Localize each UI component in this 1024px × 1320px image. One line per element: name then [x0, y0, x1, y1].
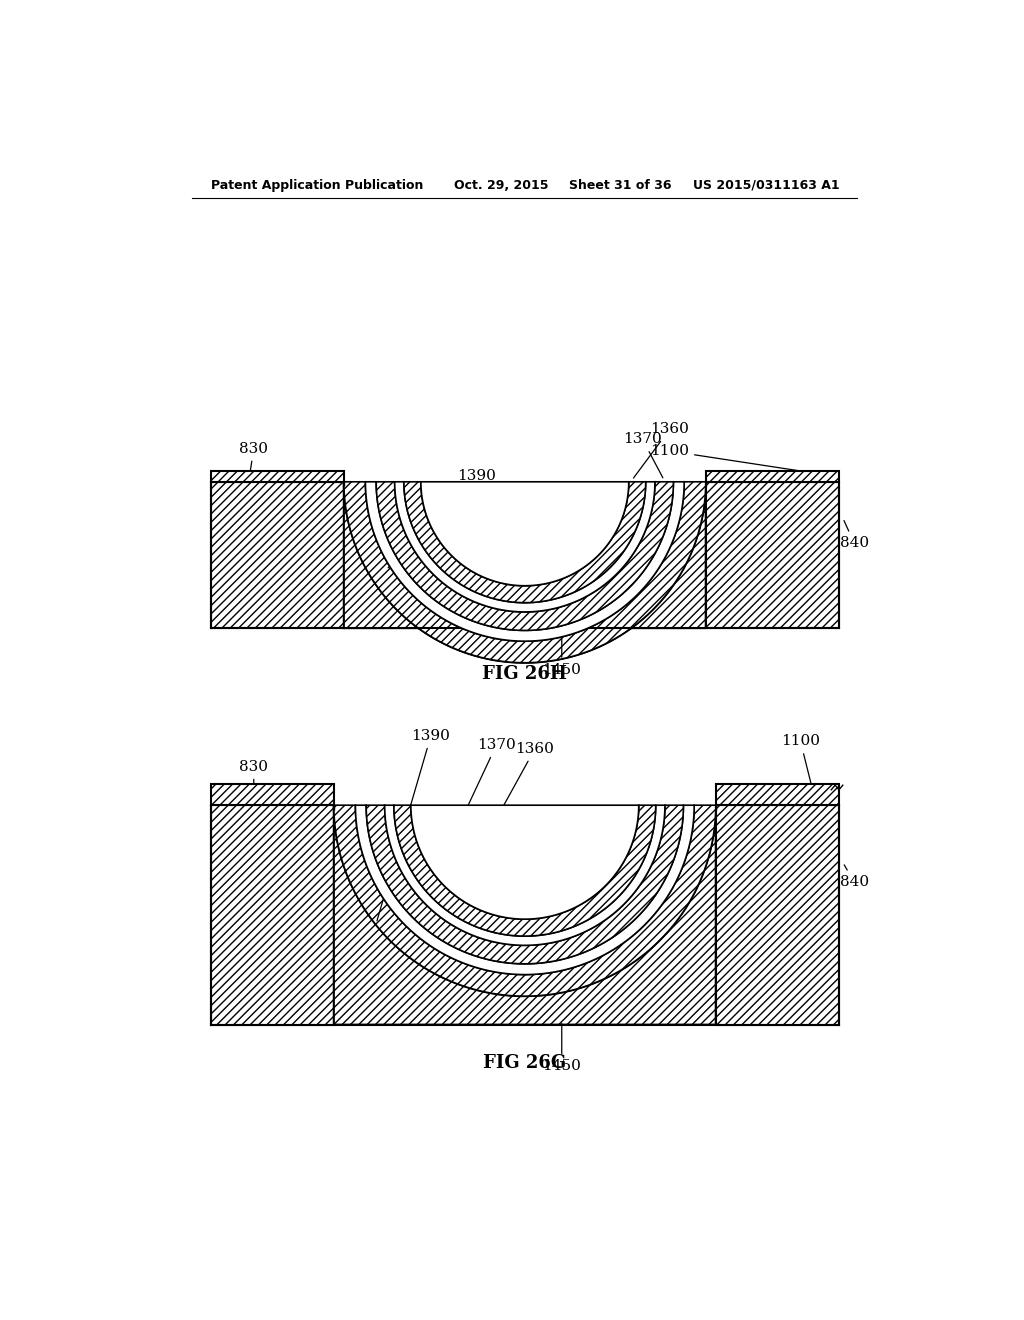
Text: 1390: 1390 — [388, 469, 497, 568]
Polygon shape — [403, 482, 646, 603]
Polygon shape — [411, 805, 639, 919]
Polygon shape — [706, 471, 839, 482]
Polygon shape — [394, 482, 655, 612]
Text: 1360: 1360 — [457, 742, 554, 891]
Text: 830: 830 — [240, 760, 268, 784]
Polygon shape — [334, 805, 716, 1024]
Polygon shape — [344, 482, 706, 663]
Polygon shape — [366, 482, 684, 642]
Text: 1360: 1360 — [634, 422, 689, 478]
Text: 840: 840 — [840, 865, 869, 890]
Text: 1390: 1390 — [377, 729, 451, 921]
Polygon shape — [706, 482, 839, 628]
Polygon shape — [211, 784, 334, 805]
Text: FIG 26H: FIG 26H — [482, 665, 567, 684]
Polygon shape — [211, 482, 344, 628]
Polygon shape — [421, 482, 629, 586]
Text: Sheet 31 of 36: Sheet 31 of 36 — [569, 178, 672, 191]
Text: FIG 26G: FIG 26G — [483, 1055, 566, 1072]
Text: 1100: 1100 — [650, 444, 813, 473]
Polygon shape — [211, 805, 334, 1024]
Polygon shape — [367, 805, 683, 964]
Text: 1100: 1100 — [781, 734, 820, 785]
Polygon shape — [344, 482, 706, 663]
Polygon shape — [385, 805, 665, 945]
Polygon shape — [376, 482, 674, 631]
Text: 830: 830 — [240, 442, 268, 471]
Text: 1370: 1370 — [421, 738, 516, 906]
Text: 1450: 1450 — [543, 1023, 582, 1073]
Text: US 2015/0311163 A1: US 2015/0311163 A1 — [692, 178, 840, 191]
Polygon shape — [355, 805, 694, 974]
Text: 840: 840 — [840, 520, 869, 550]
Polygon shape — [716, 805, 839, 1024]
Text: Patent Application Publication: Patent Application Publication — [211, 178, 424, 191]
Text: Oct. 29, 2015: Oct. 29, 2015 — [454, 178, 549, 191]
Text: 1450: 1450 — [543, 627, 582, 677]
Polygon shape — [716, 784, 839, 805]
Text: 1370: 1370 — [624, 433, 663, 478]
Polygon shape — [334, 805, 716, 997]
Polygon shape — [394, 805, 655, 936]
Polygon shape — [211, 471, 344, 482]
